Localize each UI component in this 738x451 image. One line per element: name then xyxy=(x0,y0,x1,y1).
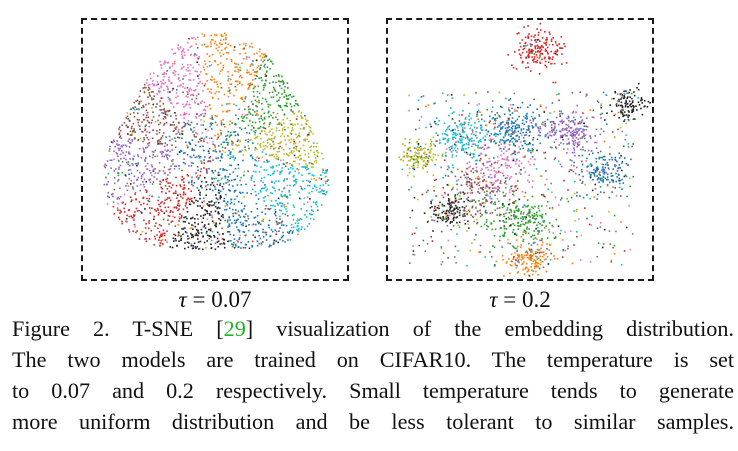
tau-symbol: τ xyxy=(178,287,187,312)
caption-line-4: more uniform distribution and be less to… xyxy=(12,409,734,434)
tsne-scatter-left xyxy=(103,32,330,251)
tau-symbol: τ xyxy=(489,287,498,312)
tau-value: = 0.2 xyxy=(503,287,551,312)
tau-value: = 0.07 xyxy=(192,287,252,312)
caption-line-3: to 0.07 and 0.2 respectively. Small temp… xyxy=(12,378,734,403)
caption-text: Figure 2. T-SNE [ xyxy=(12,316,224,341)
tsne-panel-tau-02 xyxy=(386,18,654,281)
caption-line-2: The two models are trained on CIFAR10. T… xyxy=(12,347,734,372)
tsne-panel-tau-007 xyxy=(81,18,349,281)
panel-label-left: τ = 0.07 xyxy=(81,287,349,313)
caption-text: ] visualization of the embedding distrib… xyxy=(245,316,734,341)
figure-caption: Figure 2. T-SNE [29] visualization of th… xyxy=(12,313,734,437)
tsne-scatter-right xyxy=(398,22,651,277)
citation-link[interactable]: 29 xyxy=(223,316,246,341)
panel-label-right: τ = 0.2 xyxy=(386,287,654,313)
caption-line-1: Figure 2. T-SNE [29] visualization of th… xyxy=(12,313,734,344)
